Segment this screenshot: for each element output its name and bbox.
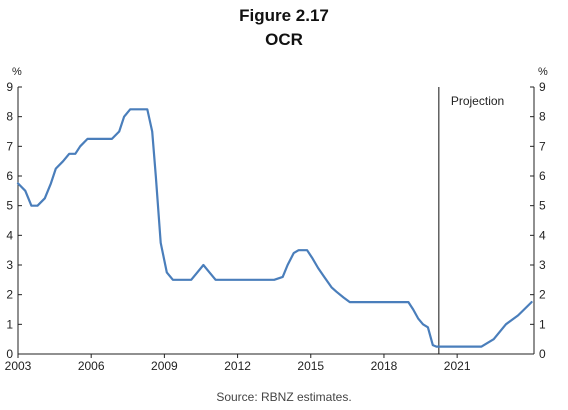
x-tick-label: 2003 xyxy=(5,359,32,373)
chart-title: OCR xyxy=(265,30,303,49)
y-tick-label-left: 3 xyxy=(6,258,13,272)
y-tick-label-right: 9 xyxy=(539,80,546,94)
projection-label: Projection xyxy=(451,94,504,108)
x-tick-label: 2009 xyxy=(151,359,178,373)
x-tick-label: 2018 xyxy=(371,359,398,373)
y-tick-label-left: 8 xyxy=(6,110,13,124)
ocr-line-chart: % % 0 0 1 1 2 2 3 3 4 4 5 5 6 6 7 7 8 8 9 9 2003 2006 2009 2012 20… xyxy=(5,66,548,373)
y-unit-right: % xyxy=(538,66,548,78)
ocr-series-line xyxy=(16,108,533,348)
y-tick-label-left: 4 xyxy=(6,228,13,242)
y-tick-label-right: 3 xyxy=(539,258,546,272)
y-tick-label-right: 7 xyxy=(539,139,546,153)
y-tick-label-right: 2 xyxy=(539,288,546,302)
y-tick-label-right: 6 xyxy=(539,169,546,183)
x-tick-label: 2021 xyxy=(444,359,471,373)
y-tick-label-left: 1 xyxy=(6,317,13,331)
y-tick-label-right: 8 xyxy=(539,110,546,124)
x-tick-label: 2006 xyxy=(78,359,105,373)
y-unit-left: % xyxy=(12,66,22,78)
y-tick-label-left: 5 xyxy=(6,199,13,213)
axes: % % 0 0 1 1 2 2 3 3 4 4 5 5 6 6 7 7 8 8 9 9 2003 2006 2009 2012 20… xyxy=(5,66,548,373)
x-tick-label: 2012 xyxy=(224,359,251,373)
y-tick-label-right: 5 xyxy=(539,199,546,213)
y-tick-label-left: 7 xyxy=(6,139,13,153)
y-tick-label-right: 4 xyxy=(539,228,546,242)
y-tick-label-right: 1 xyxy=(539,317,546,331)
source-note: Source: RBNZ estimates. xyxy=(216,390,352,404)
plot-area: Projection xyxy=(16,87,533,354)
figure-label: Figure 2.17 xyxy=(239,6,329,25)
y-tick-label-right: 0 xyxy=(539,347,546,361)
y-tick-label-left: 6 xyxy=(6,169,13,183)
y-tick-label-left: 0 xyxy=(6,347,13,361)
y-tick-label-left: 9 xyxy=(6,80,13,94)
y-tick-label-left: 2 xyxy=(6,288,13,302)
x-tick-label: 2015 xyxy=(297,359,324,373)
